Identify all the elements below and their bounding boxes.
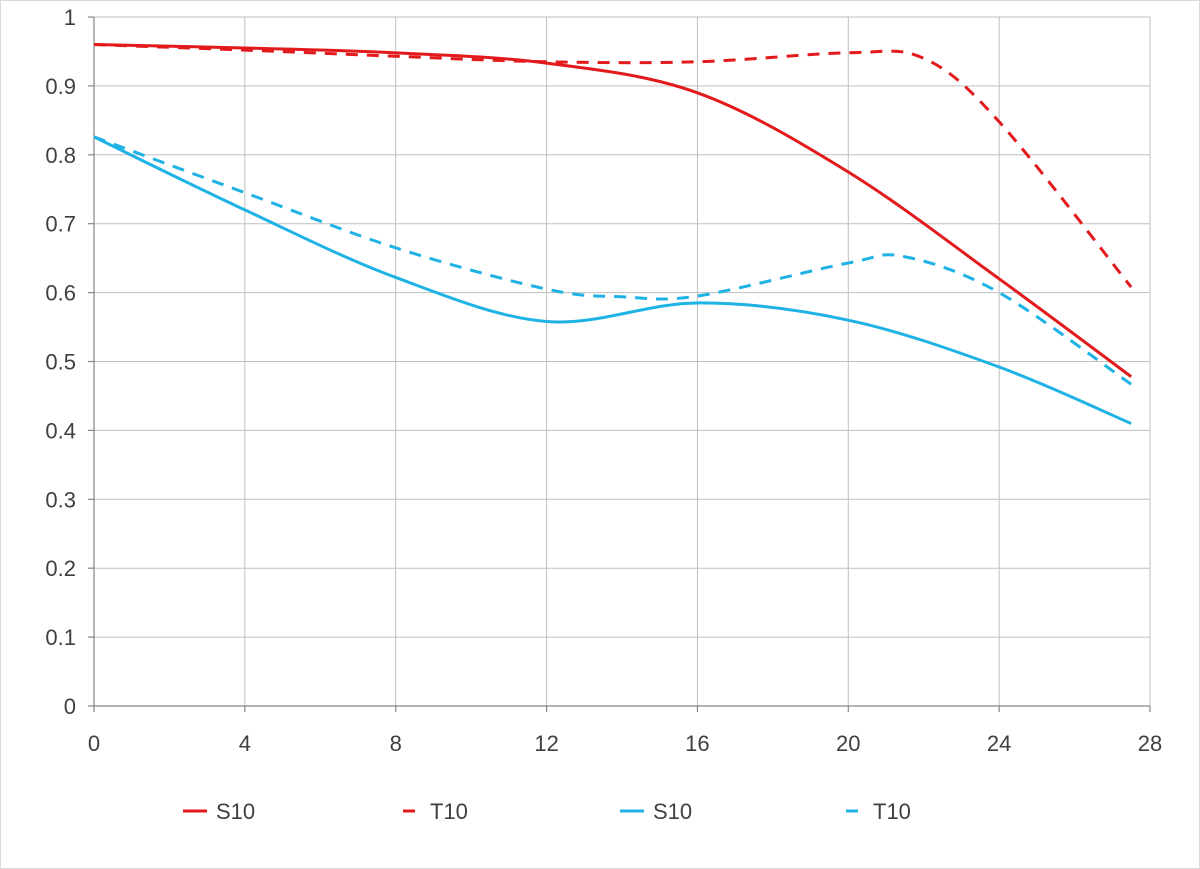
y-tick-label: 0.9 <box>45 74 76 99</box>
y-tick-label: 1 <box>64 5 76 30</box>
axes <box>88 16 1151 712</box>
x-tick-label: 28 <box>1138 731 1162 756</box>
x-tick-label: 12 <box>534 731 558 756</box>
grid <box>94 16 1151 706</box>
x-axis-ticks: 0 4 8 12 16 20 24 28 <box>88 731 1162 756</box>
y-tick-label: 0.6 <box>45 281 76 306</box>
y-tick-label: 0.2 <box>45 556 76 581</box>
y-tick-label: 0 <box>64 694 76 719</box>
y-tick-label: 0.5 <box>45 350 76 375</box>
y-axis-ticks: 0 0.1 0.2 0.3 0.4 0.5 0.6 0.7 0.8 0.9 1 <box>45 5 76 719</box>
legend-label-1: S10 <box>216 799 255 824</box>
y-tick-label: 0.3 <box>45 487 76 512</box>
y-tick-label: 0.8 <box>45 143 76 168</box>
series-line-2 <box>93 43 1133 289</box>
legend-label-3: S10 <box>653 799 692 824</box>
series-line-4 <box>93 135 1132 386</box>
series-line-1 <box>93 43 1133 378</box>
y-tick-label: 0.1 <box>45 625 76 650</box>
x-tick-label: 0 <box>88 731 100 756</box>
x-tick-label: 4 <box>239 731 251 756</box>
y-tick-label: 0.4 <box>45 418 76 443</box>
legend-label-2: T10 <box>430 799 468 824</box>
x-tick-label: 16 <box>685 731 709 756</box>
x-tick-label: 8 <box>390 731 402 756</box>
x-tick-label: 24 <box>987 731 1011 756</box>
y-tick-label: 0.7 <box>45 212 76 237</box>
plot-series <box>93 43 1133 425</box>
x-tick-label: 20 <box>836 731 860 756</box>
series-line-3 <box>93 135 1132 425</box>
legend: S10 T10 S10 T10 <box>183 799 911 824</box>
legend-label-4: T10 <box>873 799 911 824</box>
